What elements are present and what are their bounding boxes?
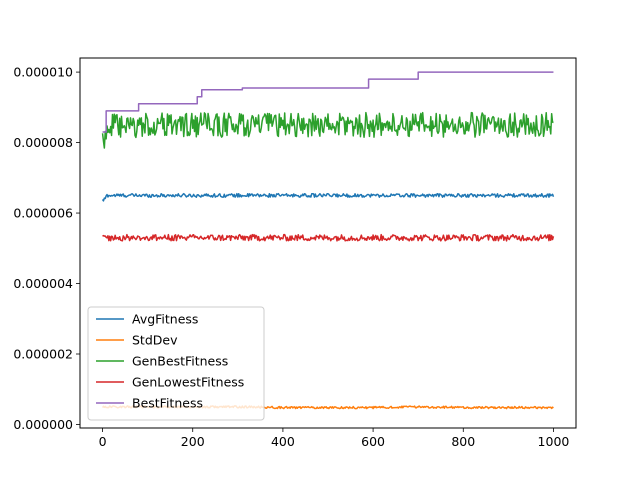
legend: AvgFitness StdDev GenBestFitness GenLowestF… xyxy=(87,306,265,421)
y-tick-label: 0.000008 xyxy=(13,135,73,150)
legend-label: StdDev xyxy=(132,333,178,348)
x-tick-label: 800 xyxy=(451,434,475,449)
legend-box xyxy=(87,306,265,421)
legend-label: AvgFitness xyxy=(132,312,198,327)
x-tick-label: 600 xyxy=(361,434,385,449)
y-tick-label: 0.000000 xyxy=(13,417,73,432)
y-axis: 0.000000 0.000002 0.000004 0.000006 0.000008… xyxy=(13,65,80,432)
series-line-genbestfitness xyxy=(101,111,554,149)
x-tick-label: 200 xyxy=(181,434,205,449)
plot-frame xyxy=(79,57,577,429)
y-tick-label: 0.000006 xyxy=(13,206,73,221)
x-tick-label: 400 xyxy=(271,434,295,449)
series-line-avgfitness xyxy=(101,192,555,202)
legend-label: GenBestFitness xyxy=(132,354,228,369)
y-tick-label: 0.000002 xyxy=(13,347,73,362)
y-tick-label: 0.000010 xyxy=(13,65,73,80)
y-tick-label: 0.000004 xyxy=(13,276,73,291)
series-line-bestfitness xyxy=(102,71,554,133)
x-axis: 0 200 400 600 800 1000 xyxy=(99,428,570,449)
series-line-genlowestfitness xyxy=(102,233,555,242)
x-tick-label: 0 xyxy=(99,434,107,449)
x-tick-label: 1000 xyxy=(538,434,570,449)
legend-label: GenLowestFitness xyxy=(132,375,244,390)
legend-label: BestFitness xyxy=(132,396,203,411)
